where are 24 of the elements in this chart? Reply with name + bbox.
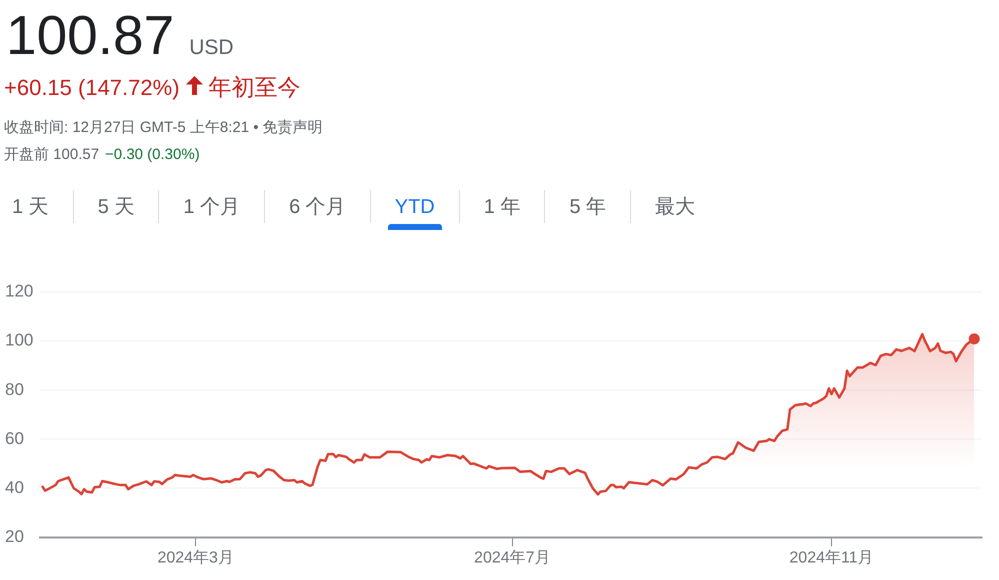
y-tick-label: 60 [5,428,24,448]
y-tick-label: 80 [5,380,24,399]
chart-title: 100.87 [6,4,174,66]
text: 1 年 [484,196,520,218]
y-tick-label: 40 [5,478,24,497]
text: 年初至今 [208,74,301,100]
y-tick-label: 120 [5,282,34,301]
text: YTD [394,196,435,218]
text: −0.30 (0.30%) [105,146,200,163]
text: 1 天 [12,196,49,218]
text: 6 个月 [289,196,346,218]
x-tick-label: 2024年7月 [474,549,551,566]
y-tick-label: 100 [5,330,34,350]
text: 5 年 [569,196,606,218]
x-tick-label: 2024年11月 [789,549,874,566]
text: +60.15 (147.72%) [4,75,180,100]
text: 1 个月 [183,196,240,218]
text: 开盘前 100.57 [4,146,100,163]
text: 5 天 [98,196,134,218]
x-tick-label: 2024年3月 [157,549,234,566]
text: 最大 [655,196,696,218]
text: 收盘时间: 12月27日 GMT-5 上午8:21 • 免责声明 [4,119,323,136]
chart-subtitle: USD [189,36,234,59]
y-tick-label: 20 [5,526,24,546]
